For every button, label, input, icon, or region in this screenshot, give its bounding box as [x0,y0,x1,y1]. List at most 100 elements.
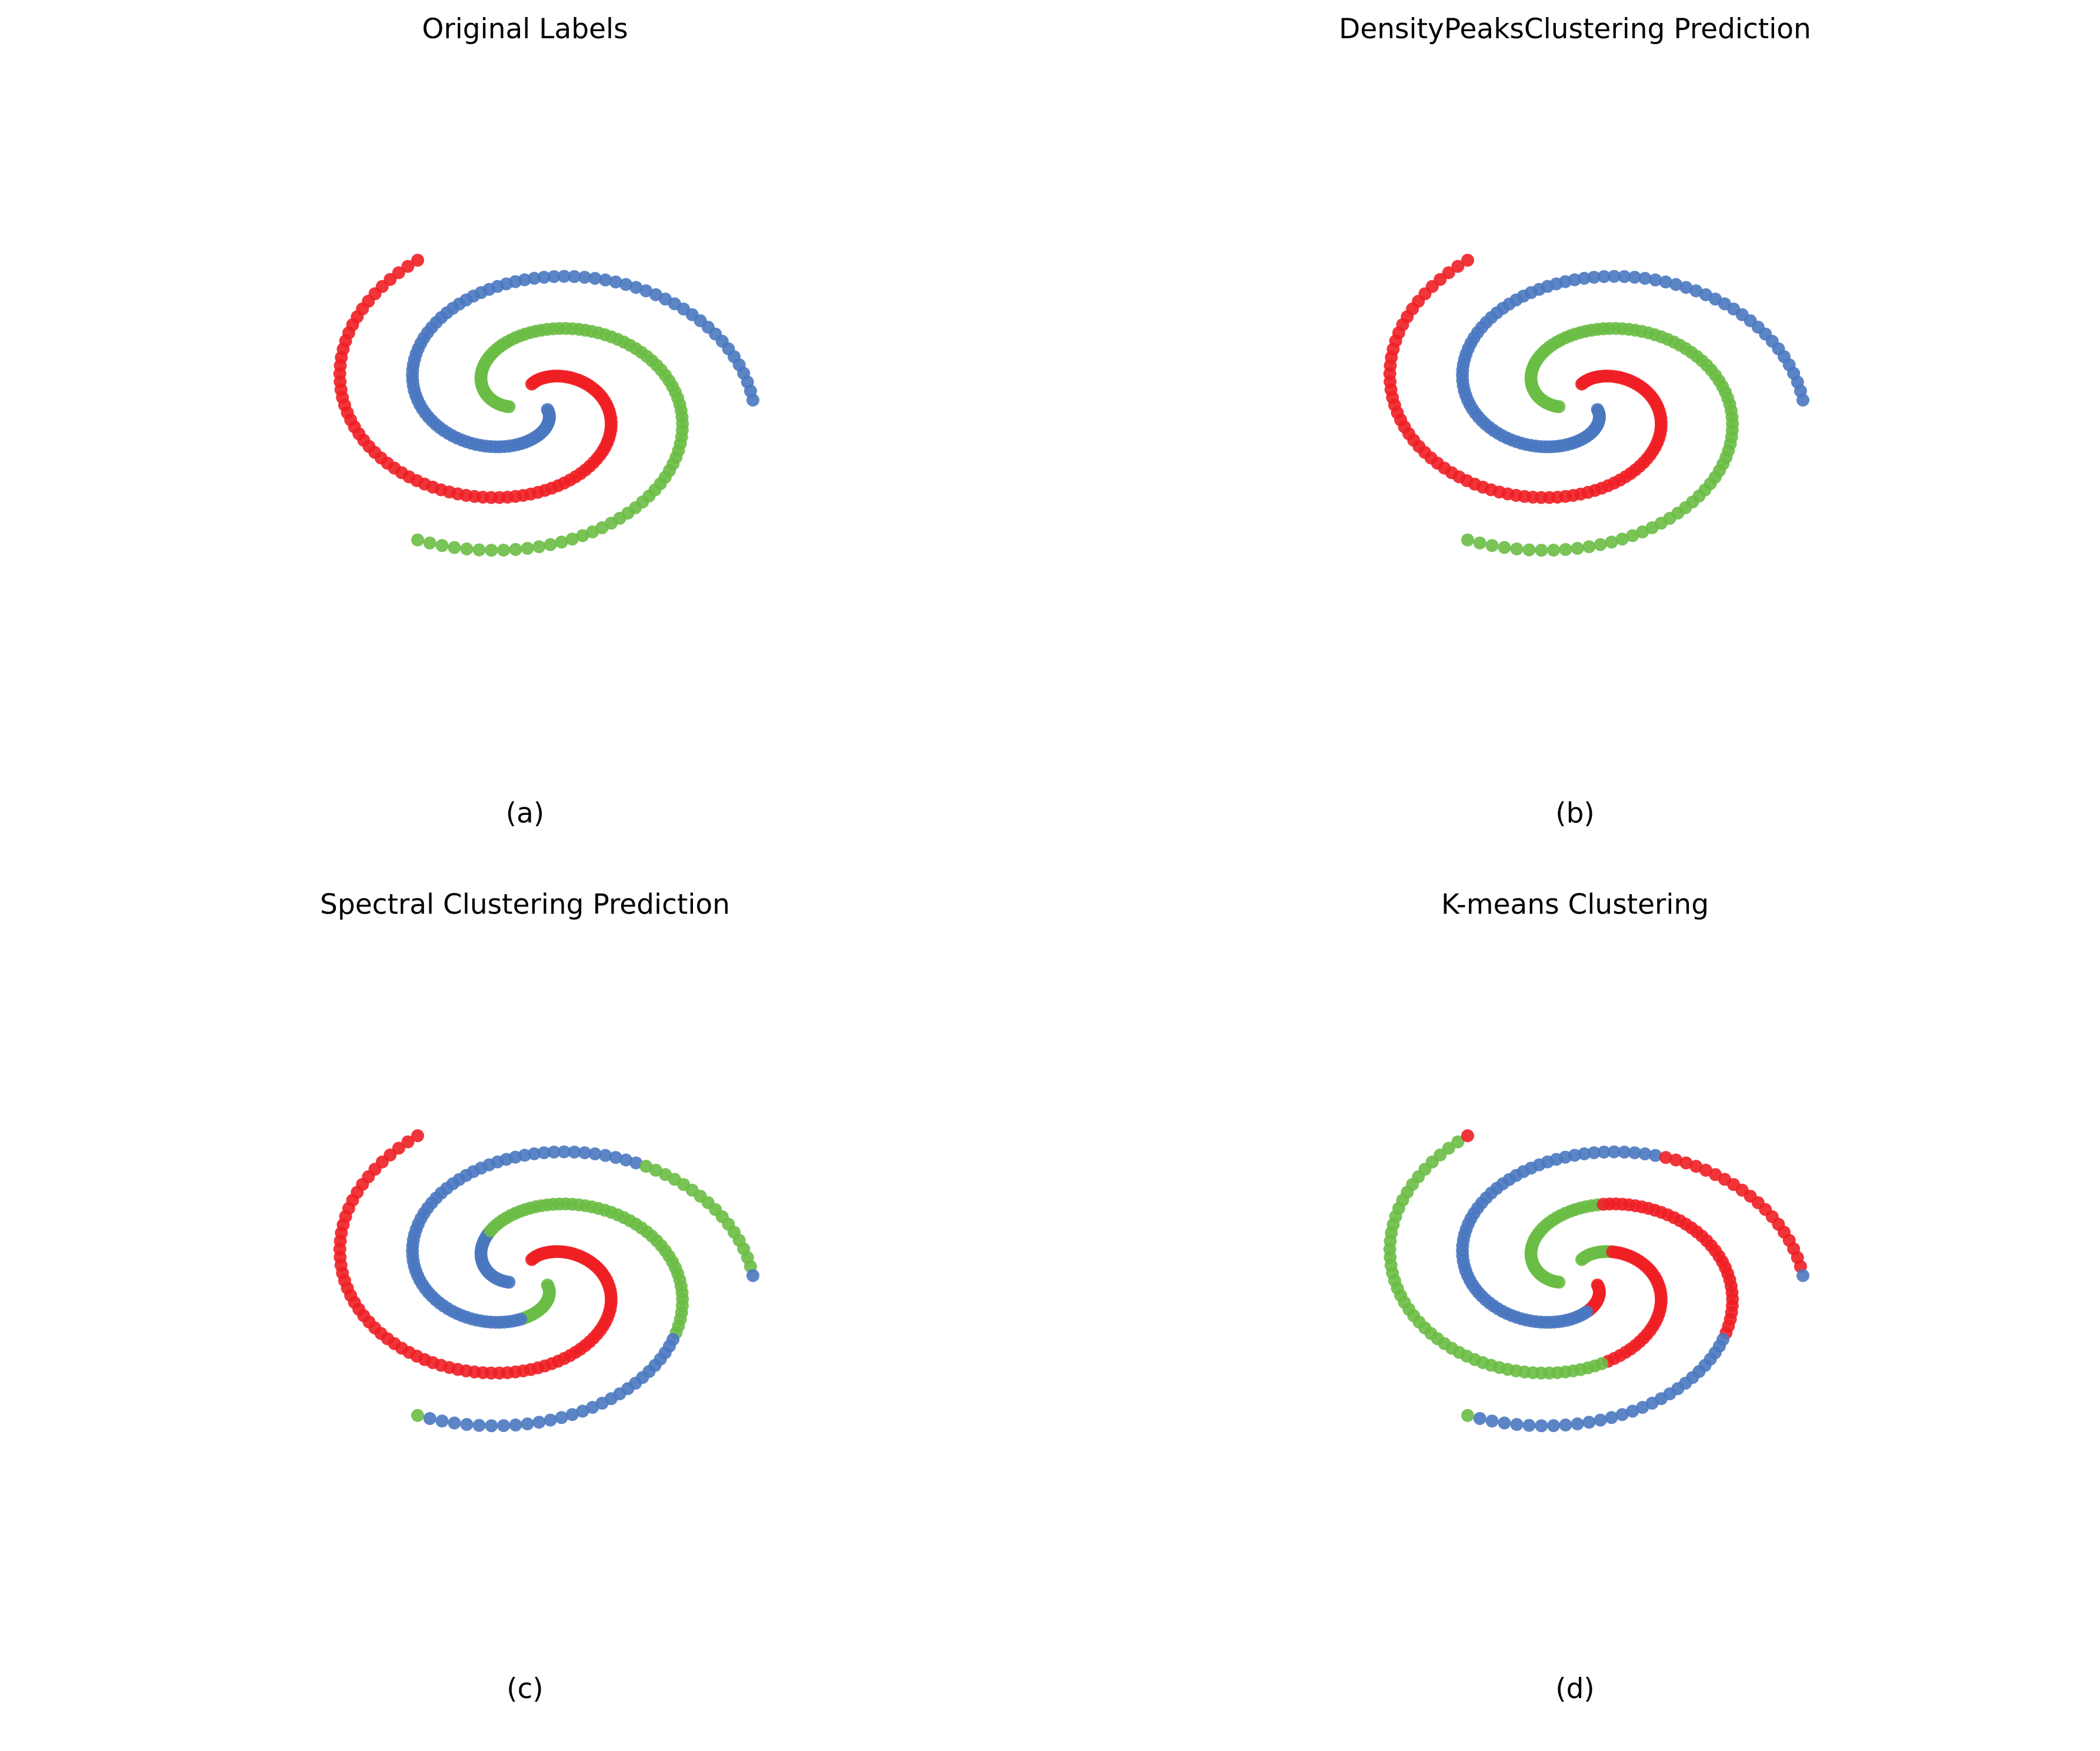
data-point [1442,1141,1455,1155]
data-point [1618,270,1631,284]
scatter-plot-c [333,1129,759,1433]
data-point [555,535,568,549]
data-point [544,538,557,551]
data-point [565,532,579,546]
data-point [392,1141,405,1155]
data-point [1587,271,1601,284]
data-point [558,269,571,283]
panel-d: K-means Clustering (d) [1050,876,2100,1751]
data-point [1485,1414,1499,1428]
data-point [568,1146,581,1159]
data-point [629,1156,643,1170]
data-point [1608,269,1621,283]
data-point [1578,1147,1591,1160]
scatter-plot-d [1383,1129,1809,1433]
data-point [639,1160,653,1173]
data-point [547,270,561,284]
data-point [411,1129,424,1143]
data-point [1587,1146,1601,1160]
data-point [435,1414,449,1428]
data-point [472,1419,486,1432]
data-point [576,529,589,542]
data-point [1547,1419,1561,1432]
data-point [1689,1160,1703,1173]
scatter-plot-a [333,254,759,557]
data-point [1679,281,1693,294]
data-point [588,272,602,285]
data-point [392,266,405,279]
data-point [576,1404,589,1418]
data-point [599,273,612,287]
panel-caption: (d) [1555,1673,1595,1705]
data-point [1461,1129,1474,1143]
data-point [532,540,546,554]
data-point [1473,1412,1486,1425]
data-point [497,544,511,557]
data-point [537,1146,551,1160]
data-point [1559,1418,1572,1432]
data-point [1461,1409,1474,1422]
data-point [521,542,534,555]
data-point [423,1412,436,1425]
data-point [1605,535,1618,549]
data-point [1535,1419,1548,1433]
data-point [586,525,599,538]
data-point [1628,1146,1641,1160]
data-point [639,284,653,298]
data-point [448,541,461,554]
data-point [537,271,551,284]
panel-title: DensityPeaksClustering Prediction [1339,13,1811,45]
data-point [586,1401,599,1414]
data-point [746,1269,759,1282]
data-point [1578,272,1591,285]
data-point [1485,539,1499,552]
panel-c: Spectral Clustering Prediction (c) [0,876,1050,1751]
data-point [1615,532,1629,546]
data-point [1451,1135,1465,1149]
data-point [1628,271,1641,284]
data-point [1559,542,1572,556]
data-point [509,542,522,556]
data-point [460,1418,474,1431]
panel-caption: (c) [506,1673,544,1705]
data-point [555,1411,568,1424]
data-point [401,1135,415,1149]
data-point [1522,543,1536,557]
data-point [1796,394,1809,407]
data-point [1473,536,1486,550]
data-point [1636,525,1649,538]
data-point [1594,1413,1607,1427]
data-point [578,1146,591,1160]
data-point [588,1147,602,1161]
data-point [1649,1149,1662,1162]
data-point [1618,1146,1631,1159]
data-point [609,275,622,289]
data-point [1568,1149,1581,1162]
data-point [521,1417,534,1430]
data-point [1615,1408,1629,1422]
data-point [1626,529,1639,542]
data-point [558,1145,571,1159]
data-point [411,254,424,267]
data-point [1605,1411,1618,1424]
data-point [568,270,581,284]
data-point [1594,538,1607,551]
data-point [1571,1417,1584,1430]
data-point [599,1149,612,1162]
data-point [578,271,591,284]
panel-title: Spectral Clustering Prediction [320,888,730,921]
data-point [401,259,415,273]
data-point [518,1149,531,1162]
data-point [1498,541,1511,554]
data-point [629,281,643,294]
panel-b: DensityPeaksClustering Prediction (b) [1050,0,2100,876]
data-point [1582,540,1596,554]
data-point [1461,254,1474,267]
data-point [411,1409,424,1422]
data-point [1638,1147,1652,1161]
data-point [1597,1146,1611,1159]
data-point [423,536,436,550]
data-point [1636,1401,1649,1414]
data-point [497,1419,511,1432]
data-point [1568,273,1581,287]
